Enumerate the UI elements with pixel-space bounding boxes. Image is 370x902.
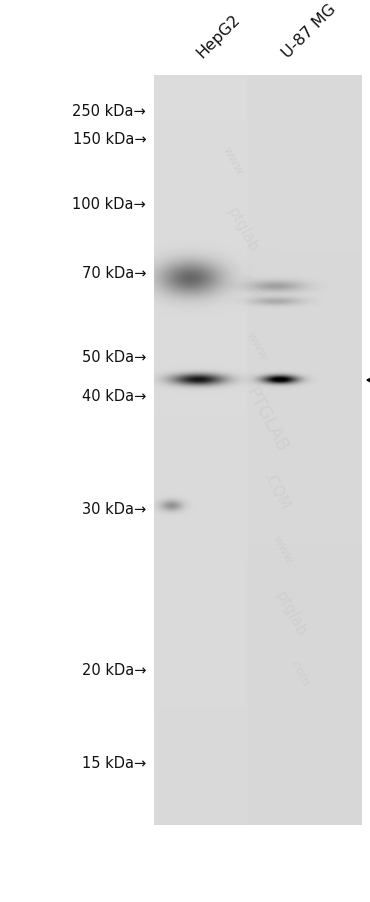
Text: PTGLAB: PTGLAB [242,384,291,455]
Text: HepG2: HepG2 [194,12,243,61]
Text: 40 kDa→: 40 kDa→ [82,389,146,403]
Text: .com: .com [286,656,312,688]
Text: 50 kDa→: 50 kDa→ [82,350,146,364]
Text: 70 kDa→: 70 kDa→ [82,266,146,281]
Text: www.: www. [219,144,247,180]
Text: www.: www. [269,532,297,568]
Text: www.: www. [243,329,271,365]
Text: .COM: .COM [259,470,292,513]
Text: ptglab: ptglab [273,588,309,639]
Text: 30 kDa→: 30 kDa→ [82,502,146,516]
Text: .com: .com [237,271,263,303]
Text: 20 kDa→: 20 kDa→ [82,662,146,676]
Text: U-87 MG: U-87 MG [279,2,339,61]
Text: 150 kDa→: 150 kDa→ [73,133,146,147]
Text: ptglab: ptglab [224,205,260,255]
Text: 250 kDa→: 250 kDa→ [73,104,146,118]
Text: 15 kDa→: 15 kDa→ [82,755,146,769]
Text: 100 kDa→: 100 kDa→ [73,198,146,212]
